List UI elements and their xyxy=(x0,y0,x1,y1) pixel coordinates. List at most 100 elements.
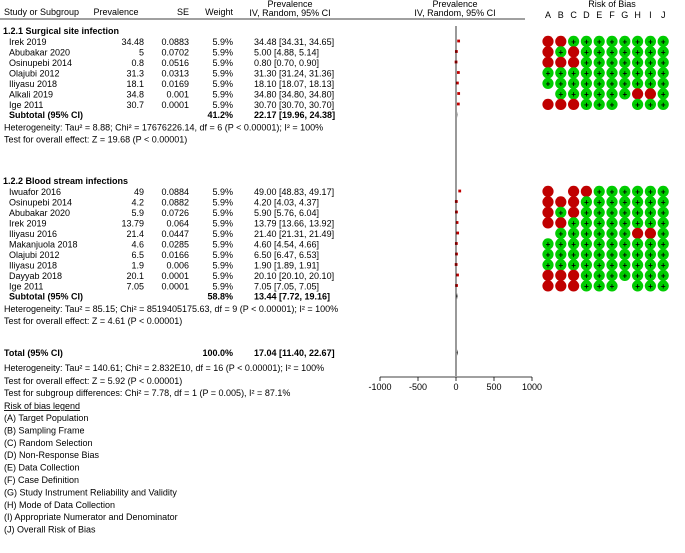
header-ci-sub: IV, Random, 95% CI xyxy=(249,8,330,18)
rob-low-risk-icon xyxy=(555,227,567,239)
rob-low-risk-icon xyxy=(632,238,644,250)
rob-plus-glyph: + xyxy=(635,79,640,88)
rob-low-risk-icon xyxy=(657,259,669,271)
rob-low-risk-icon xyxy=(593,46,605,58)
rob-letter-D: D xyxy=(583,10,590,20)
rob-low-risk-icon xyxy=(542,77,554,89)
rob-plus-glyph: + xyxy=(558,79,563,88)
study-marker xyxy=(455,252,458,256)
rob-plus-glyph: + xyxy=(610,229,615,238)
study-name: Iliyasu 2018 xyxy=(9,261,57,271)
rob-legend-item: (G) Study Instrument Reliability and Val… xyxy=(4,487,177,497)
rob-low-risk-icon xyxy=(657,67,669,79)
rob-low-risk-icon xyxy=(632,35,644,48)
rob-plus-glyph: + xyxy=(610,240,615,249)
rob-low-risk-icon xyxy=(568,248,580,260)
rob-letter-E: E xyxy=(596,10,602,20)
rob-plus-glyph: + xyxy=(597,240,602,249)
rob-plus-glyph: + xyxy=(622,37,627,46)
rob-high-risk-icon xyxy=(568,56,580,68)
study-prevalence: 21.4 xyxy=(126,229,144,239)
rob-plus-glyph: + xyxy=(622,208,627,217)
rob-low-risk-icon xyxy=(644,269,657,281)
study-se: 0.006 xyxy=(166,261,189,271)
rob-plus-glyph: + xyxy=(622,187,627,196)
rob-high-risk-icon xyxy=(542,269,554,281)
rob-plus-glyph: + xyxy=(558,240,563,249)
rob-high-risk-icon xyxy=(632,88,644,100)
study-marker xyxy=(455,284,458,287)
study-marker xyxy=(456,71,460,74)
rob-low-risk-icon xyxy=(644,67,657,79)
rob-plus-glyph: + xyxy=(635,187,640,196)
rob-low-risk-icon xyxy=(619,259,631,271)
rob-plus-glyph: + xyxy=(610,79,615,88)
rob-plus-glyph: + xyxy=(571,37,576,46)
study-ci: 4.60 [4.54, 4.66] xyxy=(254,240,319,250)
rob-high-risk-icon xyxy=(568,98,580,110)
rob-plus-glyph: + xyxy=(635,219,640,228)
rob-plus-glyph: + xyxy=(648,271,653,280)
rob-low-risk-icon xyxy=(619,77,631,89)
rob-low-risk-icon xyxy=(593,217,605,229)
x-axis-tick-label: 0 xyxy=(453,382,458,392)
study-prevalence: 31.3 xyxy=(126,69,144,79)
rob-plus-glyph: + xyxy=(635,261,640,270)
study-weight: 5.9% xyxy=(212,79,233,89)
study-prevalence: 5.9 xyxy=(131,208,144,218)
rob-plus-glyph: + xyxy=(584,37,589,46)
rob-low-risk-icon xyxy=(593,35,605,48)
rob-low-risk-icon xyxy=(657,269,669,281)
rob-low-risk-icon xyxy=(580,46,593,58)
rob-plus-glyph: + xyxy=(661,208,666,217)
rob-plus-glyph: + xyxy=(661,48,666,57)
rob-low-risk-icon xyxy=(606,56,618,68)
overall-effect-text: Test for overall effect: Z = 19.68 (P < … xyxy=(4,135,187,145)
rob-plus-glyph: + xyxy=(661,219,666,228)
rob-low-risk-icon xyxy=(644,280,657,292)
rob-plus-glyph: + xyxy=(635,271,640,280)
rob-plus-glyph: + xyxy=(610,208,615,217)
subgroup-title: 1.2.1 Surgical site infection xyxy=(3,26,119,36)
rob-low-risk-icon xyxy=(606,98,618,110)
study-prevalence: 4.2 xyxy=(131,198,144,208)
study-se: 0.0726 xyxy=(161,208,189,218)
rob-low-risk-icon xyxy=(632,280,644,292)
rob-plus-glyph: + xyxy=(661,69,666,78)
rob-high-risk-icon xyxy=(568,185,580,197)
rob-low-risk-icon xyxy=(606,259,618,271)
rob-low-risk-icon xyxy=(632,196,644,208)
study-ci: 20.10 [20.10, 20.10] xyxy=(254,271,334,281)
study-ci: 13.79 [13.66, 13.92] xyxy=(254,219,334,229)
rob-plus-glyph: + xyxy=(571,240,576,249)
rob-plus-glyph: + xyxy=(635,100,640,109)
rob-plus-glyph: + xyxy=(661,58,666,67)
rob-high-risk-icon xyxy=(542,196,554,208)
total-overall-effect: Test for overall effect: Z = 5.92 (P < 0… xyxy=(4,376,182,386)
rob-plus-glyph: + xyxy=(584,261,589,270)
rob-low-risk-icon xyxy=(593,77,605,89)
rob-plus-glyph: + xyxy=(597,187,602,196)
rob-low-risk-icon xyxy=(632,56,644,68)
rob-low-risk-icon xyxy=(593,227,605,239)
rob-low-risk-icon xyxy=(632,77,644,89)
study-name: Osinupebi 2014 xyxy=(9,58,72,68)
study-weight: 5.9% xyxy=(212,240,233,250)
marks-layer: -1000 -500 0 500 1000 xyxy=(368,26,542,392)
study-prevalence: 18.1 xyxy=(126,79,144,89)
rob-plus-glyph: + xyxy=(610,198,615,207)
rob-plus-glyph: + xyxy=(661,250,666,259)
rob-low-risk-icon xyxy=(593,280,605,292)
rob-plus-glyph: + xyxy=(648,198,653,207)
rob-plus-glyph: + xyxy=(661,282,666,291)
rob-low-risk-icon xyxy=(593,67,605,79)
rob-plus-glyph: + xyxy=(584,100,589,109)
rob-low-risk-icon xyxy=(606,35,618,48)
rob-low-risk-icon xyxy=(580,196,593,208)
rob-low-risk-icon xyxy=(632,206,644,218)
rob-low-risk-icon xyxy=(580,88,593,100)
rob-low-risk-icon xyxy=(657,280,669,292)
rob-plus-glyph: + xyxy=(571,250,576,259)
rob-plus-glyph: + xyxy=(546,261,551,270)
study-marker xyxy=(456,273,459,277)
